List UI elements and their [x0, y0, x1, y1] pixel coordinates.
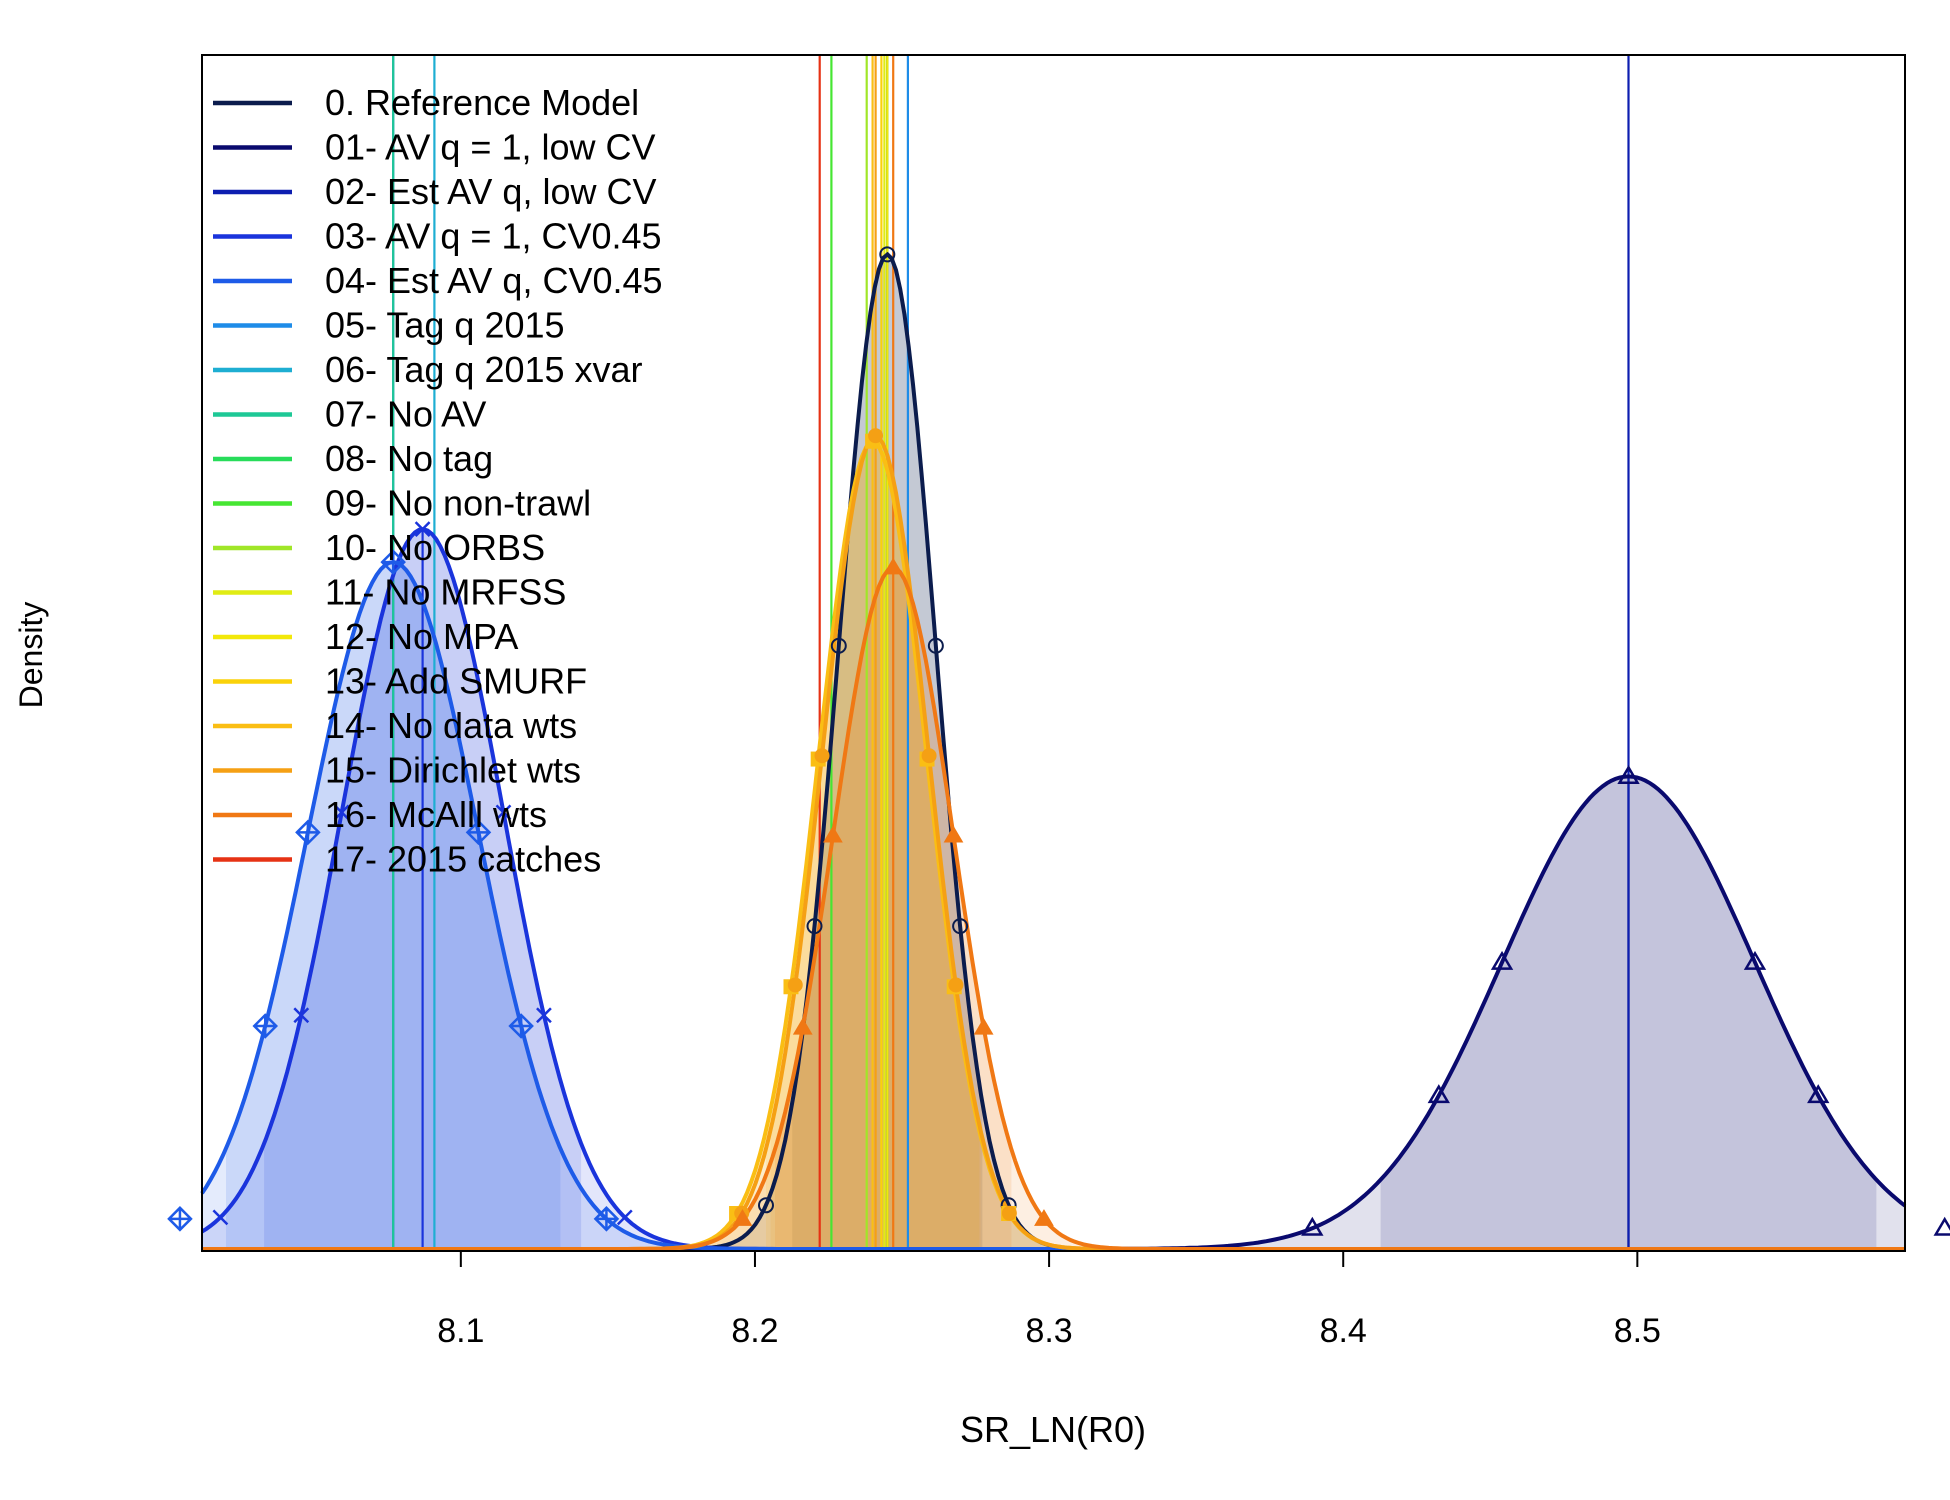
legend-label-15-dirichlet-wts: 15- Dirichlet wts	[325, 750, 581, 791]
marker-0-reference-model-5	[952, 918, 969, 935]
marker-04-est-av-q-cv0-45-6	[593, 1206, 620, 1232]
legend-label-07-no-av: 07- No AV	[325, 394, 486, 435]
marker-03-av-q-1-cv0-45-3	[414, 521, 431, 538]
legend-label-09-no-non-trawl: 09- No non-trawl	[325, 483, 591, 524]
legend-label-14-no-data-wts: 14- No data wts	[325, 705, 577, 746]
fill-01-av-q-1-low-cv	[202, 776, 1905, 1249]
marker-01-av-q-1-low-cv-3	[1617, 764, 1640, 784]
marker-15-dirichlet-wts-4	[921, 748, 937, 764]
density-curves	[200, 251, 1907, 1251]
legend-label-02-est-av-q-low-cv: 02- Est AV q, low CV	[325, 171, 656, 212]
marker-16-mcalll-wts-0	[732, 1209, 753, 1226]
legend-label-12-no-mpa: 12- No MPA	[325, 616, 518, 657]
y-axis-label: Density	[13, 602, 49, 709]
marker-01-av-q-1-low-cv-5	[1807, 1084, 1830, 1104]
marker-0-reference-model-1	[806, 918, 823, 935]
legend-label-10-no-orbs: 10- No ORBS	[325, 527, 545, 568]
marker-03-av-q-1-cv0-45-4	[495, 804, 512, 821]
marker-15-dirichlet-wts-5	[948, 977, 964, 993]
x-tick-label-3: 8.4	[1320, 1312, 1367, 1350]
legend-label-05-tag-q-2015: 05- Tag q 2015	[325, 305, 565, 346]
marker-04-est-av-q-cv0-45-5	[508, 1013, 534, 1039]
fill-03-av-q-1-cv0-45	[202, 529, 1905, 1249]
legend-label-08-no-tag: 08- No tag	[325, 438, 493, 479]
x-tick-label-2: 8.3	[1025, 1312, 1072, 1350]
marker-03-av-q-1-cv0-45-0	[212, 1209, 229, 1226]
legend-label-11-no-mrfss: 11- No MRFSS	[325, 572, 566, 613]
x-tick-label-4: 8.5	[1614, 1312, 1661, 1350]
marker-04-est-av-q-cv0-45-0	[167, 1206, 193, 1232]
marker-04-est-av-q-cv0-45-1	[252, 1013, 279, 1039]
marker-15-dirichlet-wts-3	[868, 428, 884, 444]
x-tick-label-0: 8.1	[437, 1312, 484, 1350]
marker-16-mcalll-wts-6	[1034, 1209, 1054, 1226]
marker-01-av-q-1-low-cv-1	[1427, 1084, 1450, 1104]
x-tick-label-1: 8.2	[731, 1312, 778, 1350]
marker-16-mcalll-wts-5	[973, 1017, 994, 1035]
marker-04-est-av-q-cv0-45-3	[380, 549, 406, 575]
marker-03-av-q-1-cv0-45-5	[536, 1007, 552, 1024]
marker-04-est-av-q-cv0-45-4	[465, 819, 492, 846]
marker-0-reference-model-3	[879, 246, 896, 263]
marker-01-av-q-1-low-cv-6	[1933, 1216, 1950, 1236]
curve-16-mcalll-wts	[202, 565, 1905, 1251]
x-axis-label: SR_LN(R0)	[960, 1409, 1146, 1450]
legend-label-16-mcalll-wts: 16- McAlll wts	[325, 794, 547, 835]
marker-03-av-q-1-cv0-45-2	[333, 804, 350, 821]
legend-label-01-av-q-1-low-cv: 01- AV q = 1, low CV	[325, 127, 656, 168]
legend-label-06-tag-q-2015-xvar: 06- Tag q 2015 xvar	[325, 349, 643, 390]
x-axis: 8.1 8.2 8.3 8.4 8.5	[437, 1250, 1661, 1350]
fill-04-est-av-q-cv0-45	[202, 562, 1905, 1249]
marker-15-dirichlet-wts-1	[787, 977, 803, 993]
marker-03-av-q-1-cv0-45-6	[616, 1209, 633, 1226]
mean-lines	[392, 55, 1630, 1251]
marker-01-av-q-1-low-cv-0	[1301, 1216, 1324, 1236]
marker-0-reference-model-0	[757, 1197, 774, 1214]
marker-01-av-q-1-low-cv-2	[1490, 950, 1514, 970]
legend-label-17-2015-catches: 17- 2015 catches	[325, 839, 601, 880]
marker-16-mcalll-wts-3	[883, 557, 904, 575]
marker-0-reference-model-4	[927, 637, 944, 654]
marker-03-av-q-1-cv0-45-1	[293, 1007, 310, 1024]
marker-16-mcalll-wts-2	[823, 825, 843, 843]
marker-0-reference-model-2	[830, 637, 847, 654]
marker-16-mcalll-wts-1	[792, 1017, 813, 1035]
marker-16-mcalll-wts-4	[943, 825, 964, 843]
marker-15-dirichlet-wts-6	[1001, 1205, 1017, 1221]
curve-markers	[167, 246, 1950, 1236]
marker-01-av-q-1-low-cv-4	[1743, 950, 1767, 970]
legend-label-0-reference-model: 0. Reference Model	[325, 82, 639, 123]
marker-04-est-av-q-cv0-45-2	[295, 819, 321, 846]
marker-15-dirichlet-wts-2	[814, 748, 830, 764]
legend-label-13-add-smurf: 13- Add SMURF	[325, 661, 587, 702]
legend-label-03-av-q-1-cv0-45: 03- AV q = 1, CV0.45	[325, 216, 662, 257]
legend-label-04-est-av-q-cv0-45: 04- Est AV q, CV0.45	[325, 260, 663, 301]
